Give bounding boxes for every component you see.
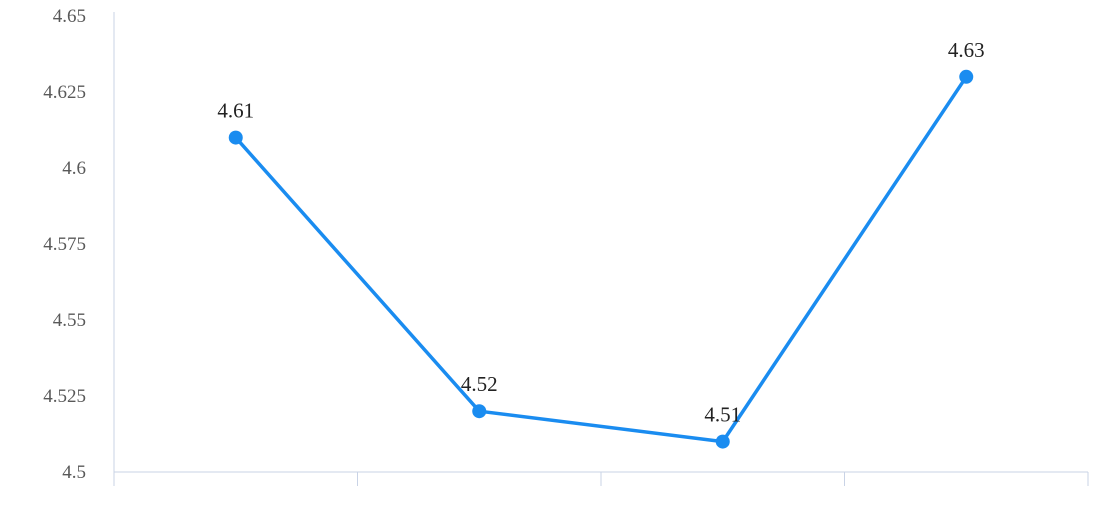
series-group [228,69,974,449]
data-label: 4.52 [461,372,498,396]
axes [113,12,1089,486]
y-tick-label: 4.5 [62,462,86,483]
data-label: 4.51 [704,403,741,427]
data-point [715,434,730,449]
y-tick-label: 4.55 [53,310,86,331]
y-axis-ticks: 4.5 4.525 4.55 4.575 4.6 4.625 4.65 [43,6,86,483]
series-line [234,75,968,444]
y-tick-label: 4.525 [43,386,86,407]
data-point [228,130,243,145]
data-label: 4.63 [948,38,985,62]
y-tick-label: 4.575 [43,234,86,255]
data-label: 4.61 [217,99,254,123]
data-labels: 4.61 4.52 4.51 4.63 [217,38,984,427]
y-tick-label: 4.625 [43,82,86,103]
data-point [959,69,974,84]
y-tick-label: 4.65 [53,6,86,27]
data-point [472,404,487,419]
y-tick-label: 4.6 [62,158,86,179]
